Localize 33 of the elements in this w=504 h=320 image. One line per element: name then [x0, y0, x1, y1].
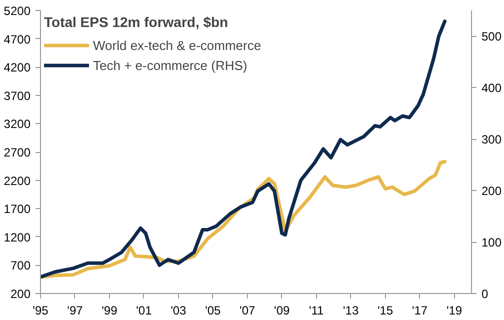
y2-tick-label: 300 — [482, 132, 502, 147]
x-tick-label: '15 — [377, 304, 394, 318]
y-tick-label: 1200 — [4, 230, 31, 244]
x-tick-label: '03 — [170, 304, 187, 318]
y-tick-label: 200 — [10, 287, 31, 301]
y2-tick-label: 500 — [482, 30, 502, 44]
y-tick-label: 5200 — [4, 4, 31, 18]
legend-label: Tech + e-commerce (RHS) — [93, 58, 248, 72]
y2-tick-label: 400 — [482, 81, 502, 96]
y-tick-label: 3700 — [4, 88, 31, 103]
x-tick-label: '17 — [412, 304, 428, 318]
y-tick-label: 3200 — [4, 117, 31, 132]
chart-title: Total EPS 12m forward, $bn — [44, 14, 230, 30]
y2-tick-label: 100 — [482, 236, 502, 250]
x-tick-label: '97 — [67, 304, 84, 318]
x-tick-label: '99 — [102, 304, 118, 318]
y-tick-label: 700 — [10, 258, 31, 273]
y-tick-label: 2700 — [4, 146, 31, 160]
x-tick-label: '09 — [274, 304, 290, 318]
x-tick-label: '95 — [32, 304, 49, 318]
y2-tick-label: 200 — [482, 184, 502, 198]
x-tick-label: '19 — [446, 304, 462, 318]
y2-tick-label: 0 — [482, 287, 488, 301]
y-tick-label: 4200 — [4, 60, 31, 75]
y-tick-label: 1700 — [4, 202, 31, 216]
x-tick-label: '07 — [240, 304, 256, 318]
legend-label: World ex-tech & e-commerce — [93, 38, 262, 52]
y-tick-label: 4700 — [4, 32, 31, 46]
x-tick-label: '05 — [205, 304, 222, 318]
x-tick-label: '11 — [308, 304, 324, 318]
x-tick-label: '01 — [136, 304, 152, 318]
y-tick-label: 2200 — [4, 174, 31, 188]
x-tick-label: '13 — [343, 304, 359, 318]
